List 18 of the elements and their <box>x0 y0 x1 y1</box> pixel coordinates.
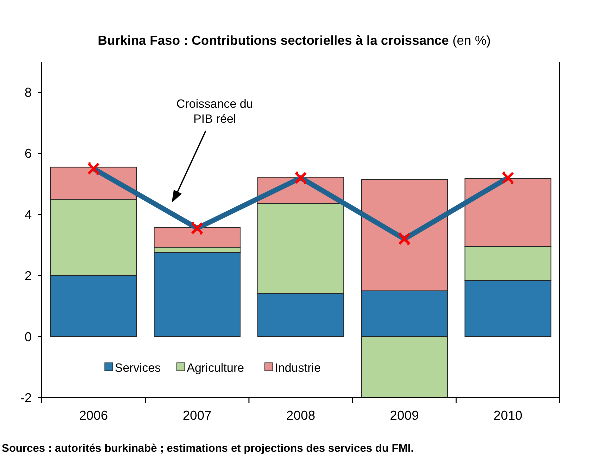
source-note: Sources : autorités burkinabè ; estimations et projections des services du FMI. <box>2 443 414 455</box>
x-tick-label: 2010 <box>494 408 523 423</box>
chart-title: Burkina Faso : Contributions sectorielles à la croissance <box>98 33 450 48</box>
x-tick-label: 2007 <box>182 408 212 423</box>
chart-subtitle: (en %) <box>449 33 492 48</box>
legend-label: Services <box>115 361 162 376</box>
y-tick-label: -2 <box>20 390 32 406</box>
x-tick-label: 2009 <box>390 408 420 423</box>
legend-label: Industrie <box>275 361 322 376</box>
legend-label: Agriculture <box>187 361 245 376</box>
y-tick-label: 2 <box>24 268 32 284</box>
y-tick-label: 6 <box>24 146 32 162</box>
x-tick-label: 2006 <box>79 408 108 423</box>
x-tick-label: 2008 <box>286 408 316 423</box>
y-tick-label: 4 <box>24 207 32 222</box>
y-tick-label: 0 <box>24 329 32 344</box>
annotation: Croissance du PIB réel <box>176 97 254 126</box>
y-tick-label: 8 <box>24 85 32 100</box>
